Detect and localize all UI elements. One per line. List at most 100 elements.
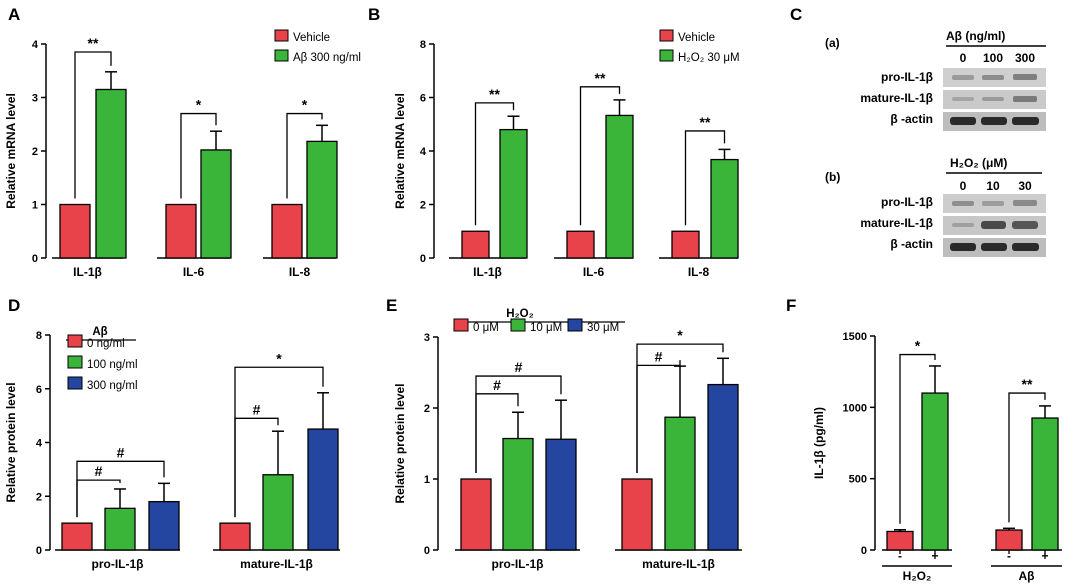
panel-label-a: A bbox=[8, 5, 20, 24]
y-tick-label: 1 bbox=[32, 200, 38, 212]
y-tick-label: 500 bbox=[849, 474, 867, 486]
blot-b-dose: 0 bbox=[960, 179, 967, 193]
significance-mark: * bbox=[915, 338, 921, 354]
legend-label: H₂O₂ 30 μM bbox=[678, 52, 740, 64]
blot-b-row-label: pro-IL-1β bbox=[881, 195, 933, 209]
panel-label-f: F bbox=[786, 296, 796, 315]
bar bbox=[621, 478, 653, 551]
category-label: IL-6 bbox=[583, 265, 605, 279]
y-tick-label: 4 bbox=[32, 39, 39, 51]
category-label: IL-8 bbox=[688, 265, 710, 279]
bar bbox=[262, 474, 294, 551]
bar bbox=[1031, 417, 1059, 551]
significance-bracket bbox=[180, 112, 217, 199]
significance-mark: ** bbox=[88, 35, 99, 51]
bar bbox=[545, 438, 577, 551]
significance-bracket bbox=[474, 102, 515, 226]
bar bbox=[200, 149, 232, 259]
bar bbox=[664, 416, 696, 551]
y-tick-label: 0 bbox=[861, 545, 867, 557]
legend-label: 10 μM bbox=[530, 322, 562, 334]
legend-swatch bbox=[274, 49, 289, 62]
legend-label: Vehicle bbox=[293, 32, 330, 44]
y-tick-label: 3 bbox=[32, 93, 38, 105]
legend-swatch bbox=[567, 318, 583, 332]
legend-swatch bbox=[67, 334, 83, 348]
blot-b-row-label: mature-IL-1β bbox=[860, 216, 933, 230]
category-label: pro-IL-1β bbox=[92, 557, 144, 571]
significance-mark: # bbox=[95, 463, 103, 479]
blot-b-dose: 30 bbox=[1018, 179, 1032, 193]
significance-mark: # bbox=[515, 359, 523, 375]
bar bbox=[271, 203, 303, 259]
y-axis-label: Relative protein level bbox=[4, 382, 18, 502]
y-tick-label: 1 bbox=[424, 474, 430, 486]
significance-mark: # bbox=[117, 444, 125, 460]
significance-bracket bbox=[1008, 392, 1046, 523]
y-tick-label: 0 bbox=[36, 545, 42, 557]
significance-bracket bbox=[286, 112, 323, 199]
blot-a-dose: 0 bbox=[960, 51, 967, 65]
chart-e: 0 1 2 3 Relative protein level pro-IL-1β matur… bbox=[393, 308, 742, 571]
y-tick-label: 1000 bbox=[843, 402, 867, 414]
blot-a-tag: (a) bbox=[825, 36, 840, 50]
legend-swatch bbox=[67, 376, 83, 390]
bar bbox=[605, 114, 634, 259]
sublabel: + bbox=[931, 549, 938, 563]
legend-label: Aβ 300 ng/ml bbox=[293, 52, 361, 64]
blot-b-treatment: H₂O₂ (μM) bbox=[950, 156, 1007, 170]
significance-bracket bbox=[636, 343, 724, 473]
category-label: Aβ bbox=[1019, 569, 1035, 583]
bar bbox=[460, 478, 492, 551]
y-tick-label: 8 bbox=[420, 39, 426, 51]
significance-mark: * bbox=[196, 97, 202, 113]
legend-label: 30 μM bbox=[587, 322, 619, 334]
blot-a-row-label: β -actin bbox=[890, 112, 933, 126]
significance-bracket bbox=[684, 130, 726, 226]
legend-label: 0 μM bbox=[473, 322, 499, 334]
bar bbox=[219, 522, 251, 551]
sublabel: - bbox=[898, 549, 902, 563]
y-tick-label: 8 bbox=[36, 330, 42, 342]
y-tick-label: 6 bbox=[36, 384, 42, 396]
blot-a-dose: 100 bbox=[983, 51, 1003, 65]
y-tick-label: 0 bbox=[420, 253, 426, 265]
legend-swatch bbox=[659, 49, 674, 62]
y-tick-label: 2 bbox=[420, 200, 426, 212]
legend-label: 0 ng/ml bbox=[87, 338, 125, 350]
category-label: IL-6 bbox=[183, 265, 205, 279]
y-axis-label: Relative mRNA level bbox=[393, 93, 407, 209]
blot-b-tag: (b) bbox=[825, 170, 840, 184]
significance-mark: * bbox=[677, 327, 683, 343]
blot-a-row-label: pro-IL-1β bbox=[881, 70, 933, 84]
legend-title: H₂O₂ bbox=[506, 308, 533, 320]
bar bbox=[306, 140, 338, 259]
significance-mark: * bbox=[302, 97, 308, 113]
y-tick-label: 4 bbox=[36, 438, 43, 450]
bar bbox=[61, 522, 93, 551]
bar bbox=[710, 158, 739, 259]
legend-title: Aβ bbox=[92, 326, 107, 338]
y-tick-label: 3 bbox=[424, 332, 430, 344]
y-tick-label: 0 bbox=[424, 545, 430, 557]
legend-swatch bbox=[659, 29, 674, 42]
blot-a-treatment: Aβ (ng/ml) bbox=[946, 29, 1005, 43]
legend-label: Vehicle bbox=[678, 32, 715, 44]
significance-bracket bbox=[76, 460, 165, 518]
western-blot-panel: (a) Aβ (ng/ml) 0 100 30 0 pro-IL-1β matur… bbox=[825, 29, 1046, 257]
bar bbox=[95, 88, 127, 259]
legend-swatch bbox=[453, 318, 469, 332]
significance-bracket bbox=[234, 366, 324, 518]
legend-swatch bbox=[274, 29, 289, 42]
panel-label-d: D bbox=[8, 296, 20, 315]
blot-b-row-label: β -actin bbox=[890, 237, 933, 251]
y-axis-label: IL-1β (pg/ml) bbox=[812, 407, 826, 479]
bar bbox=[886, 530, 914, 551]
y-axis-label: Relative protein level bbox=[393, 383, 407, 503]
significance-bracket bbox=[74, 51, 112, 199]
significance-bracket bbox=[475, 375, 562, 473]
blot-b-strips bbox=[943, 194, 1046, 257]
